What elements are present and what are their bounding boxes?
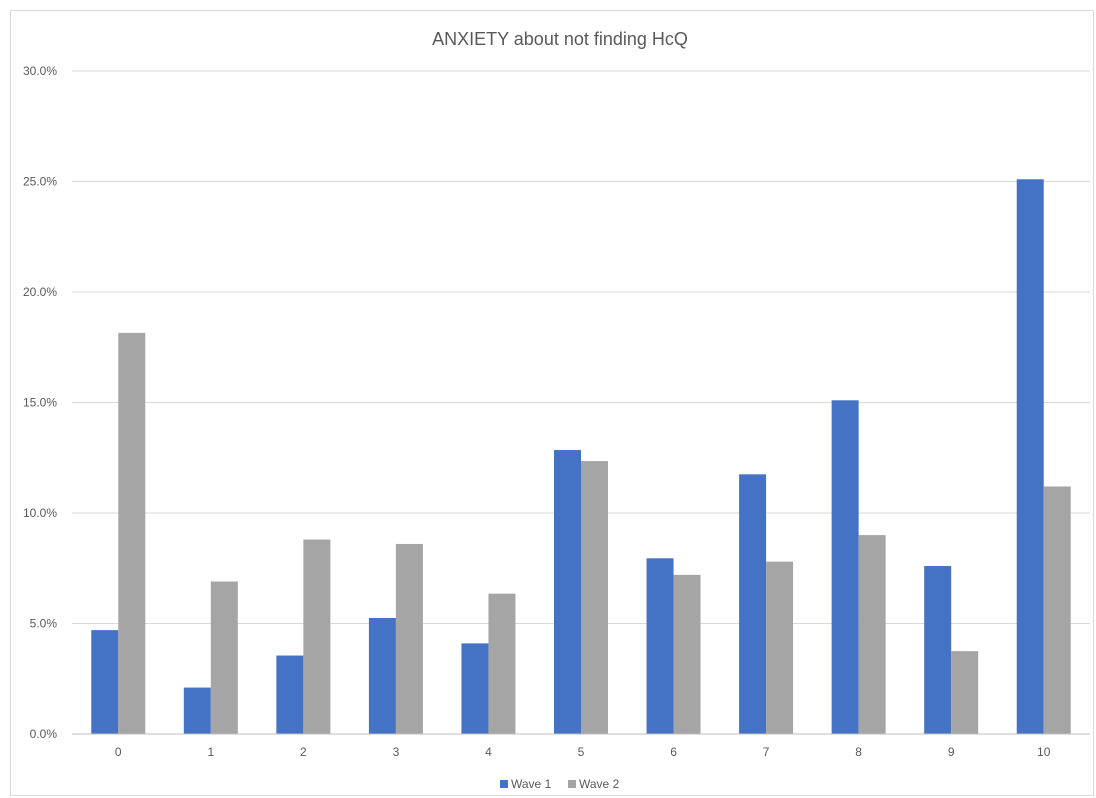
x-tick-label: 9 [948, 745, 955, 759]
x-tick-label: 0 [115, 745, 122, 759]
bar-wave-2-1 [210, 581, 238, 734]
bar-wave-2-7 [766, 561, 794, 734]
gridlines [72, 70, 1090, 624]
legend-label: Wave 1 [511, 777, 552, 791]
y-axis-tick-labels: 0.0% 5.0% 10.0% 15.0% 20.0% 25.0% 30.0% [23, 64, 57, 741]
x-tick-label: 4 [485, 745, 492, 759]
bar-wave-1-8 [831, 400, 859, 734]
y-tick-label: 0.0% [30, 727, 58, 741]
bar-wave-1-3 [368, 617, 396, 734]
legend-swatch [500, 780, 508, 788]
x-tick-label: 7 [763, 745, 770, 759]
bar-wave-2-2 [303, 539, 331, 734]
x-tick-label: 6 [670, 745, 677, 759]
x-tick-label: 1 [207, 745, 214, 759]
bar-wave-1-9 [924, 566, 952, 734]
bar-wave-1-6 [646, 558, 674, 734]
x-tick-label: 2 [300, 745, 307, 759]
x-tick-label: 3 [393, 745, 400, 759]
bar-wave-2-0 [118, 332, 146, 734]
bar-wave-1-5 [554, 450, 581, 734]
legend-swatch [568, 780, 576, 788]
bar-wave-1-0 [91, 630, 119, 734]
bar-wave-1-10 [1016, 179, 1044, 735]
x-tick-label: 8 [855, 745, 862, 759]
bar-wave-2-5 [581, 461, 608, 734]
y-tick-label: 20.0% [23, 285, 57, 299]
bar-wave-2-8 [858, 535, 886, 734]
x-axis-tick-labels: 0 1 2 3 4 5 6 7 8 9 10 [115, 745, 1051, 759]
bar-wave-1-7 [739, 474, 767, 734]
bar-wave-2-3 [395, 543, 423, 734]
legend-label: Wave 2 [579, 777, 620, 791]
x-tick-label: 10 [1037, 745, 1051, 759]
bar-wave-1-2 [276, 655, 304, 734]
y-tick-label: 10.0% [23, 506, 57, 520]
bars [91, 179, 1071, 735]
bar-wave-2-6 [673, 574, 701, 734]
y-tick-label: 5.0% [30, 617, 58, 631]
bar-wave-1-1 [183, 687, 211, 734]
bar-wave-2-9 [951, 651, 979, 734]
y-tick-label: 25.0% [23, 175, 57, 189]
y-tick-label: 15.0% [23, 396, 57, 410]
bar-wave-1-4 [461, 643, 489, 734]
y-tick-label: 30.0% [23, 64, 57, 78]
chart-title: ANXIETY about not finding HcQ [432, 29, 688, 49]
bar-wave-2-4 [488, 593, 516, 734]
x-tick-label: 5 [578, 745, 585, 759]
legend: Wave 1 Wave 2 [500, 777, 620, 791]
bar-wave-2-10 [1043, 486, 1071, 734]
